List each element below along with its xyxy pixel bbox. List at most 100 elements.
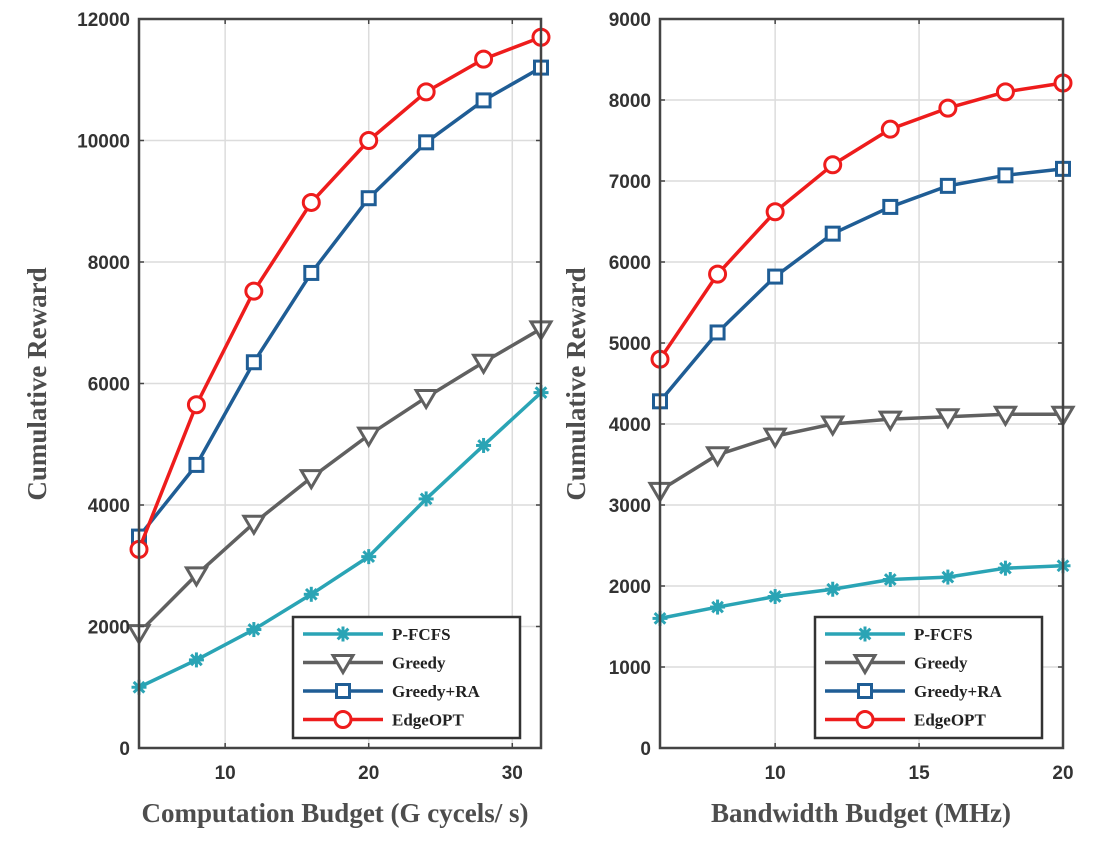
legend-marker xyxy=(335,683,351,699)
y-tick-label: 4000 xyxy=(609,415,651,436)
y-tick-label: 2000 xyxy=(609,577,651,598)
data-point xyxy=(474,49,494,69)
data-point xyxy=(762,427,788,450)
legend-item: EdgeOPT xyxy=(303,710,464,730)
plot-frame xyxy=(658,17,1065,750)
x-axis-title: Bandwidth Budget (MHz) xyxy=(711,798,1011,828)
data-point xyxy=(470,353,497,376)
y-tick-label: 6000 xyxy=(88,375,130,396)
x-axis-title: Computation Budget (G cycels/ s) xyxy=(142,798,529,828)
series-edgeopt xyxy=(650,73,1073,369)
data-point xyxy=(356,426,382,449)
data-point xyxy=(997,560,1013,576)
data-point xyxy=(708,264,728,284)
data-point xyxy=(767,589,783,605)
y-tick-label: 6000 xyxy=(609,253,651,274)
data-point xyxy=(935,408,961,430)
y-axis-title: Cumulative Reward xyxy=(22,267,52,500)
data-point xyxy=(882,572,898,588)
x-tick-label: 15 xyxy=(909,763,931,784)
legend-item: EdgeOPT xyxy=(825,710,986,730)
y-tick-label: 8000 xyxy=(609,91,651,112)
data-point xyxy=(413,388,439,411)
legend-item: P-FCFS xyxy=(825,625,973,644)
legend-marker xyxy=(333,710,353,729)
data-point xyxy=(476,437,492,453)
series-line xyxy=(658,167,1064,403)
data-point xyxy=(767,268,784,285)
data-point xyxy=(303,264,320,281)
data-point xyxy=(765,202,785,222)
legend: P-FCFS Greedy Greedy+RA EdgeOPT xyxy=(291,615,522,740)
legend-item: Greedy xyxy=(825,654,968,676)
series-line xyxy=(137,327,542,634)
y-tick-label: 8000 xyxy=(88,253,130,274)
legend-label: Greedy xyxy=(914,654,968,673)
series-line xyxy=(137,35,542,550)
data-point xyxy=(938,98,958,118)
y-tick-label: 0 xyxy=(119,739,130,760)
data-point xyxy=(475,92,492,109)
series-greedy-ra xyxy=(652,160,1071,410)
data-point xyxy=(824,225,841,242)
data-point xyxy=(995,82,1015,102)
legend-marker xyxy=(857,626,873,642)
legend-label: Greedy+RA xyxy=(914,682,1002,701)
y-tick-label: 0 xyxy=(640,739,651,760)
legend: P-FCFS Greedy Greedy+RA EdgeOPT xyxy=(813,615,1044,740)
y-tick-label: 5000 xyxy=(609,334,651,355)
series-line xyxy=(659,564,1064,621)
data-point xyxy=(361,549,377,565)
legend-label: EdgeOPT xyxy=(392,711,464,730)
x-tick-label: 30 xyxy=(502,763,523,784)
y-tick-label: 9000 xyxy=(609,10,651,31)
data-point xyxy=(188,456,205,473)
legend-label: Greedy xyxy=(392,654,446,673)
x-tick-label: 20 xyxy=(1052,763,1073,784)
data-point xyxy=(882,198,899,215)
legend-label: P-FCFS xyxy=(914,625,973,644)
legend-label: EdgeOPT xyxy=(914,711,986,730)
data-point xyxy=(939,177,956,194)
plot-panel-1: 10 20 30 0 2000 4000 6000 8000 10000 12000 Computa… xyxy=(22,10,554,828)
x-tick-label: 10 xyxy=(765,763,786,784)
data-point xyxy=(823,155,843,175)
data-point xyxy=(940,569,956,585)
data-point xyxy=(416,82,436,102)
data-point xyxy=(241,514,267,537)
data-point xyxy=(298,469,324,491)
y-tick-label: 7000 xyxy=(609,172,651,193)
legend-marker xyxy=(852,654,878,676)
x-tick-label: 10 xyxy=(215,763,236,784)
legend-marker xyxy=(330,654,356,676)
legend-item: Greedy+RA xyxy=(303,682,480,701)
data-point xyxy=(704,446,731,468)
series-line xyxy=(138,391,543,689)
data-point xyxy=(992,405,1019,428)
y-tick-label: 1000 xyxy=(609,658,651,679)
data-point xyxy=(418,491,434,507)
data-point xyxy=(244,281,264,301)
y-tick-label: 10000 xyxy=(77,132,130,153)
y-tick-label: 12000 xyxy=(77,10,130,31)
data-point xyxy=(820,415,846,437)
data-point xyxy=(301,192,321,212)
data-point xyxy=(360,190,377,207)
data-point xyxy=(825,581,841,597)
y-tick-label: 4000 xyxy=(88,496,130,517)
data-point xyxy=(880,119,900,139)
data-point xyxy=(246,622,262,638)
legend-marker xyxy=(855,710,875,729)
series-greedy-ra xyxy=(131,59,549,545)
y-tick-label: 2000 xyxy=(88,618,130,639)
data-point xyxy=(183,566,210,588)
data-point xyxy=(877,410,903,433)
series-line xyxy=(137,66,542,538)
legend-label: Greedy+RA xyxy=(392,682,480,701)
data-point xyxy=(709,324,726,341)
plot-panel-2: 10 15 20 0 1000 2000 3000 4000 5000 6000 7000 8000 9… xyxy=(561,10,1076,828)
legend-label: P-FCFS xyxy=(392,625,451,644)
series-line xyxy=(659,412,1063,492)
data-point xyxy=(418,134,435,151)
